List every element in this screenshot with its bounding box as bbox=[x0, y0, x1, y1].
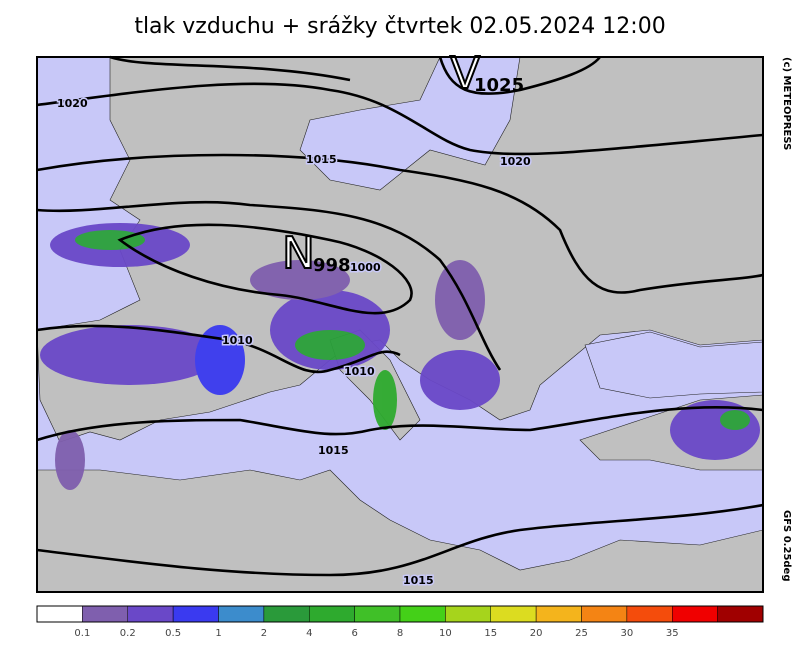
colorbar-swatch bbox=[172, 605, 219, 623]
colorbar-swatch bbox=[399, 605, 446, 623]
colorbar-label: 15 bbox=[484, 628, 497, 639]
colorbar-label: 25 bbox=[575, 628, 588, 639]
isobar bbox=[117, 223, 413, 315]
isobar bbox=[438, 56, 602, 95]
colorbar-swatch bbox=[490, 605, 537, 623]
colorbar-label: 0.1 bbox=[74, 628, 90, 639]
colorbar-label: 10 bbox=[439, 628, 452, 639]
colorbar-label: 6 bbox=[351, 628, 357, 639]
isobar bbox=[109, 55, 351, 82]
colorbar-swatch bbox=[445, 605, 491, 623]
map-frame bbox=[36, 56, 764, 593]
colorbar-label: 4 bbox=[306, 628, 312, 639]
precip-area bbox=[295, 330, 365, 360]
precip-area bbox=[250, 260, 350, 300]
colorbar-label: 30 bbox=[621, 628, 634, 639]
isobar bbox=[36, 405, 764, 442]
precip-area bbox=[55, 430, 85, 490]
colorbar-label: 20 bbox=[530, 628, 543, 639]
precip-area bbox=[40, 325, 220, 385]
precipitation bbox=[40, 223, 760, 490]
map: 1020 1015 1020 1010 1010 1015 1015 1000 … bbox=[36, 47, 764, 593]
isobar bbox=[36, 153, 764, 294]
isobar-label: 1020 bbox=[500, 155, 531, 168]
colorbar-swatch bbox=[263, 605, 310, 623]
colorbar-label: 8 bbox=[397, 628, 403, 639]
colorbar-label: 2 bbox=[261, 628, 267, 639]
colorbar-swatch bbox=[535, 605, 582, 623]
colorbar-swatch bbox=[36, 605, 83, 623]
isobar-label: 1010 bbox=[222, 334, 253, 347]
colorbar-swatch bbox=[672, 605, 718, 623]
precip-area bbox=[720, 410, 750, 430]
precip-area bbox=[75, 230, 145, 250]
isobar-label: 1020 bbox=[57, 97, 88, 110]
colorbar-swatch bbox=[218, 605, 265, 623]
precip-area bbox=[420, 350, 500, 410]
isobar-label: 1015 bbox=[403, 574, 434, 587]
isobar-label: 1000 bbox=[350, 261, 381, 274]
colorbar-swatch bbox=[82, 605, 128, 623]
colorbar-swatch bbox=[354, 605, 401, 623]
colorbar-swatch bbox=[717, 605, 764, 623]
isobars bbox=[36, 55, 764, 577]
high-value: 1025 bbox=[474, 75, 524, 96]
isobar-label: 1015 bbox=[318, 444, 349, 457]
colorbar-label: 0.5 bbox=[165, 628, 181, 639]
colorbar-swatch bbox=[309, 605, 355, 623]
isobar-label: 1010 bbox=[344, 365, 375, 378]
colorbar-label: 35 bbox=[666, 628, 679, 639]
model-name: GFS 0.25deg bbox=[781, 510, 792, 582]
colorbar-swatch bbox=[626, 605, 673, 623]
low-symbol: N bbox=[282, 228, 315, 279]
isobar bbox=[36, 324, 401, 374]
precip-area bbox=[195, 325, 245, 395]
credit: (c) METEOPRESS bbox=[781, 57, 792, 150]
isobar-label: 1015 bbox=[306, 153, 337, 166]
precip-area bbox=[373, 370, 397, 430]
low-value: 998 bbox=[313, 255, 351, 276]
colorbar: 0.1 0.2 0.5 1 2 4 6 8 10 15 20 25 30 35 bbox=[36, 605, 764, 639]
isobar bbox=[36, 82, 764, 156]
colorbar-swatch bbox=[127, 605, 174, 623]
precip-area bbox=[435, 260, 485, 340]
colorbar-swatch bbox=[581, 605, 628, 623]
isobar bbox=[36, 200, 502, 371]
colorbar-label: 0.2 bbox=[120, 628, 136, 639]
colorbar-label: 1 bbox=[215, 628, 221, 639]
map-title: tlak vzduchu + srážky čtvrtek 02.05.2024… bbox=[134, 14, 665, 39]
isobar bbox=[36, 503, 764, 577]
colorbar-frame bbox=[36, 605, 764, 623]
